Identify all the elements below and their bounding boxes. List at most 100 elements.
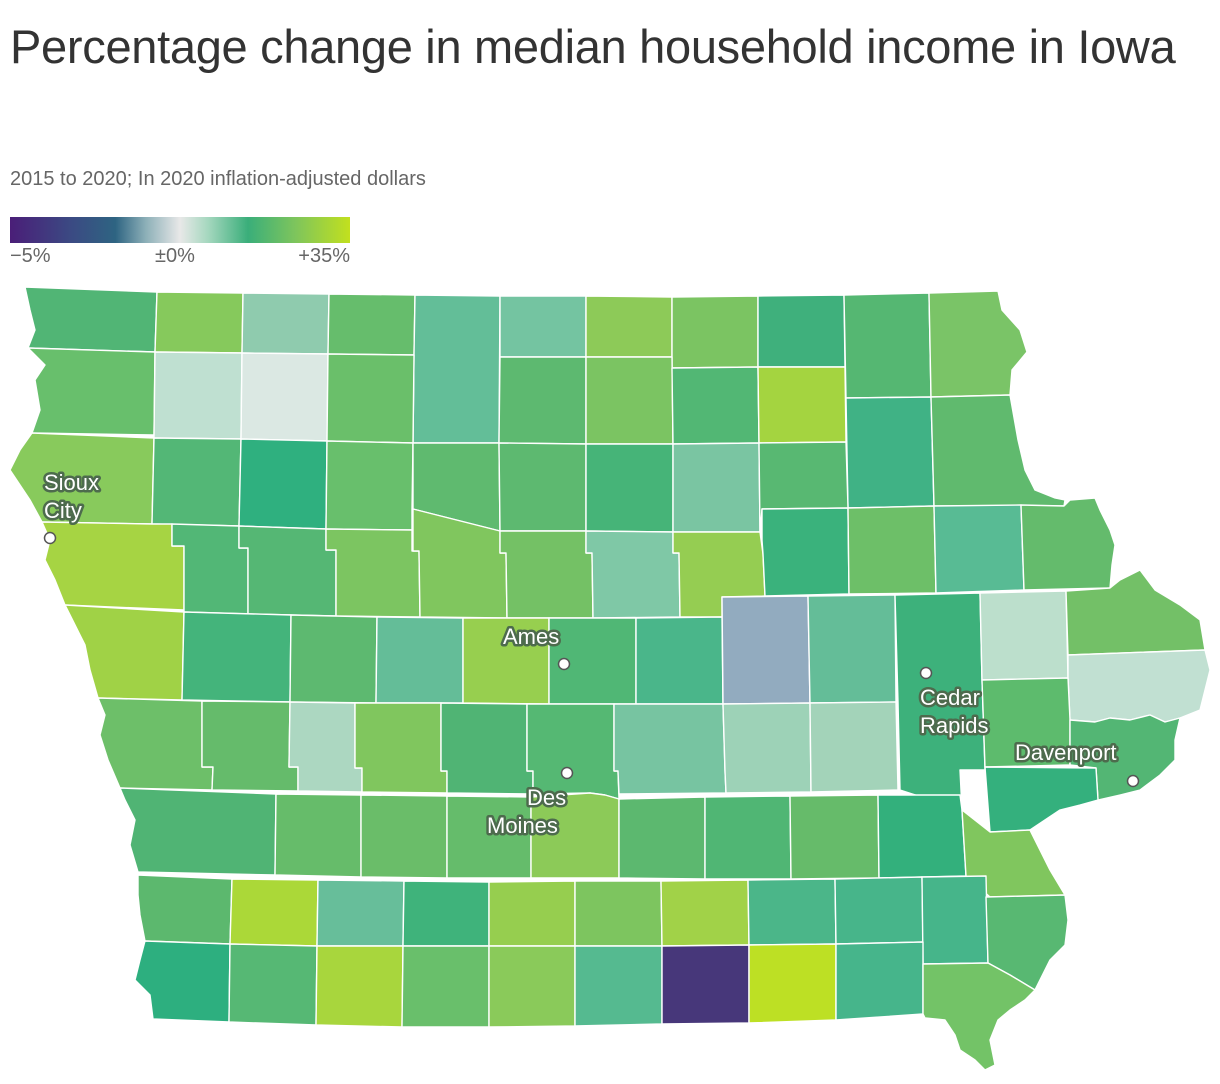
county[interactable] [24, 286, 158, 353]
county[interactable] [440, 702, 534, 795]
page-title: Percentage change in median household in… [10, 20, 1176, 73]
county[interactable] [574, 880, 663, 947]
county[interactable] [228, 943, 318, 1026]
county[interactable] [402, 880, 490, 947]
county[interactable] [325, 440, 414, 531]
city-ames: Ames [501, 622, 571, 671]
county[interactable] [835, 941, 924, 1021]
county[interactable] [171, 523, 249, 615]
county[interactable] [488, 880, 576, 947]
county[interactable] [574, 945, 663, 1027]
county[interactable] [201, 700, 299, 792]
county[interactable] [137, 874, 233, 945]
county[interactable] [401, 945, 490, 1028]
county[interactable] [241, 292, 330, 355]
county[interactable] [488, 945, 576, 1028]
county[interactable] [585, 356, 674, 445]
county[interactable] [326, 353, 415, 444]
county[interactable] [499, 295, 587, 358]
county[interactable] [928, 290, 1028, 398]
county[interactable] [618, 796, 706, 880]
county[interactable] [845, 396, 935, 509]
legend-max-label: +35% [298, 245, 350, 267]
county[interactable] [585, 443, 674, 533]
county[interactable] [41, 521, 185, 611]
county[interactable] [613, 703, 727, 795]
city-label: Des [527, 785, 566, 810]
county[interactable] [635, 616, 724, 705]
county[interactable] [181, 611, 292, 703]
county[interactable] [229, 878, 319, 947]
county[interactable] [134, 940, 231, 1023]
city-sioux-city: Sioux City [42, 468, 102, 545]
legend-mid-label: ±0% [155, 245, 195, 267]
county[interactable] [847, 505, 937, 595]
county[interactable] [1067, 649, 1211, 723]
county[interactable] [498, 356, 587, 445]
county[interactable] [757, 366, 847, 444]
county[interactable] [672, 442, 761, 533]
county[interactable] [64, 604, 185, 701]
county[interactable] [789, 794, 880, 880]
county[interactable] [360, 794, 448, 879]
county[interactable] [354, 702, 448, 794]
county[interactable] [151, 437, 242, 527]
county[interactable] [315, 945, 404, 1028]
county[interactable] [757, 294, 846, 368]
county[interactable] [834, 876, 924, 945]
city-label: Rapids [920, 713, 988, 738]
county[interactable] [289, 614, 378, 704]
county[interactable] [238, 525, 337, 617]
county[interactable] [722, 702, 812, 794]
county[interactable] [274, 793, 362, 878]
county[interactable] [288, 701, 363, 793]
county[interactable] [877, 794, 967, 879]
county[interactable] [316, 879, 405, 947]
county[interactable] [933, 504, 1025, 594]
color-legend: −5% ±0% +35% [10, 217, 350, 269]
county[interactable] [660, 879, 750, 947]
city-des-moines: Des Moines [485, 766, 574, 841]
county[interactable] [325, 528, 421, 618]
county[interactable] [412, 294, 501, 444]
county[interactable] [154, 291, 244, 354]
legend-gradient-bar [10, 217, 350, 243]
county[interactable] [240, 352, 329, 442]
iowa-county-map: Sioux City Ames Des Moines Cedar Rapids … [0, 280, 1220, 1084]
county[interactable] [119, 787, 277, 876]
county[interactable] [661, 944, 750, 1025]
county[interactable] [809, 701, 899, 793]
city-label: City [44, 498, 82, 523]
county[interactable] [327, 293, 416, 356]
county[interactable] [671, 295, 759, 369]
county[interactable] [153, 351, 243, 440]
counties [9, 286, 1211, 1071]
county[interactable] [984, 766, 1099, 833]
city-marker [43, 531, 57, 545]
county[interactable] [930, 394, 1066, 507]
county[interactable] [671, 366, 760, 445]
subtitle: 2015 to 2020; In 2020 inflation-adjusted… [10, 168, 426, 190]
county[interactable] [375, 616, 464, 704]
county[interactable] [721, 595, 811, 705]
county[interactable] [27, 347, 156, 436]
county[interactable] [585, 530, 681, 619]
county[interactable] [747, 878, 837, 946]
county[interactable] [704, 795, 792, 880]
county[interactable] [238, 438, 328, 530]
county[interactable] [585, 295, 673, 358]
county[interactable] [499, 530, 594, 619]
county[interactable] [979, 590, 1069, 681]
city-davenport: Davenport [1013, 738, 1140, 788]
county[interactable] [807, 594, 897, 704]
county[interactable] [748, 943, 837, 1024]
county[interactable] [761, 507, 850, 597]
county[interactable] [97, 697, 214, 791]
county[interactable] [498, 442, 587, 532]
county[interactable] [1020, 497, 1116, 591]
county[interactable] [922, 962, 1036, 1071]
county[interactable] [921, 875, 989, 965]
county[interactable] [843, 292, 932, 399]
city-marker [919, 666, 933, 680]
city-marker [557, 657, 571, 671]
